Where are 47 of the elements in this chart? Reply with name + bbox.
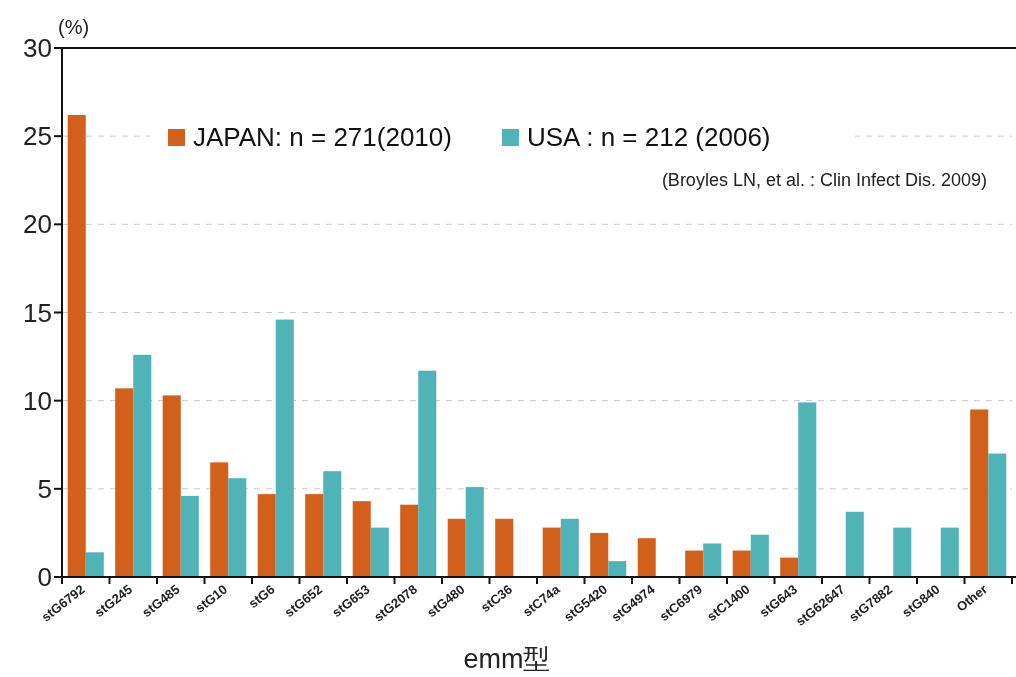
bar <box>210 462 229 577</box>
y-axis-title: (%) <box>58 16 90 38</box>
bar <box>67 115 86 577</box>
bar <box>465 487 484 577</box>
bar <box>685 550 704 577</box>
bar <box>447 518 466 577</box>
bar <box>780 557 799 577</box>
bar <box>608 561 627 577</box>
bar <box>542 527 561 577</box>
bar <box>560 518 579 577</box>
bar <box>305 494 324 577</box>
bar <box>115 388 134 577</box>
bar <box>85 552 104 577</box>
bar <box>940 527 959 577</box>
bar <box>180 495 199 577</box>
y-tick-label: 15 <box>23 297 52 328</box>
bar <box>703 543 722 577</box>
bar <box>637 538 656 577</box>
y-tick-label: 10 <box>23 385 52 416</box>
bar <box>893 527 912 577</box>
legend-label: USA : n = 212 (2006) <box>526 122 771 152</box>
bar <box>418 370 437 577</box>
bar <box>133 354 152 577</box>
bar <box>988 453 1007 577</box>
x-axis-title: emm型 <box>463 644 551 674</box>
bar <box>798 402 817 577</box>
y-tick-label: 5 <box>37 473 52 504</box>
y-tick-label: 0 <box>37 562 52 592</box>
bar <box>162 395 181 577</box>
bar <box>400 504 419 577</box>
bar <box>495 518 514 577</box>
annotation: (Broyles LN, et al. : Clin Infect Dis. 2009) <box>661 170 987 190</box>
bar <box>323 471 342 577</box>
bar <box>970 409 989 577</box>
bar <box>845 511 864 577</box>
bar <box>370 527 389 577</box>
bar <box>257 494 276 577</box>
bar <box>750 534 769 577</box>
y-tick-label: 20 <box>23 209 52 240</box>
bar <box>590 532 609 577</box>
y-tick-label: 30 <box>23 33 52 63</box>
bar <box>275 319 294 577</box>
legend-label: JAPAN: n = 271(2010) <box>193 122 452 152</box>
bar <box>352 501 371 577</box>
bar <box>732 550 751 577</box>
bar <box>228 478 247 577</box>
y-tick-label: 25 <box>23 121 52 152</box>
